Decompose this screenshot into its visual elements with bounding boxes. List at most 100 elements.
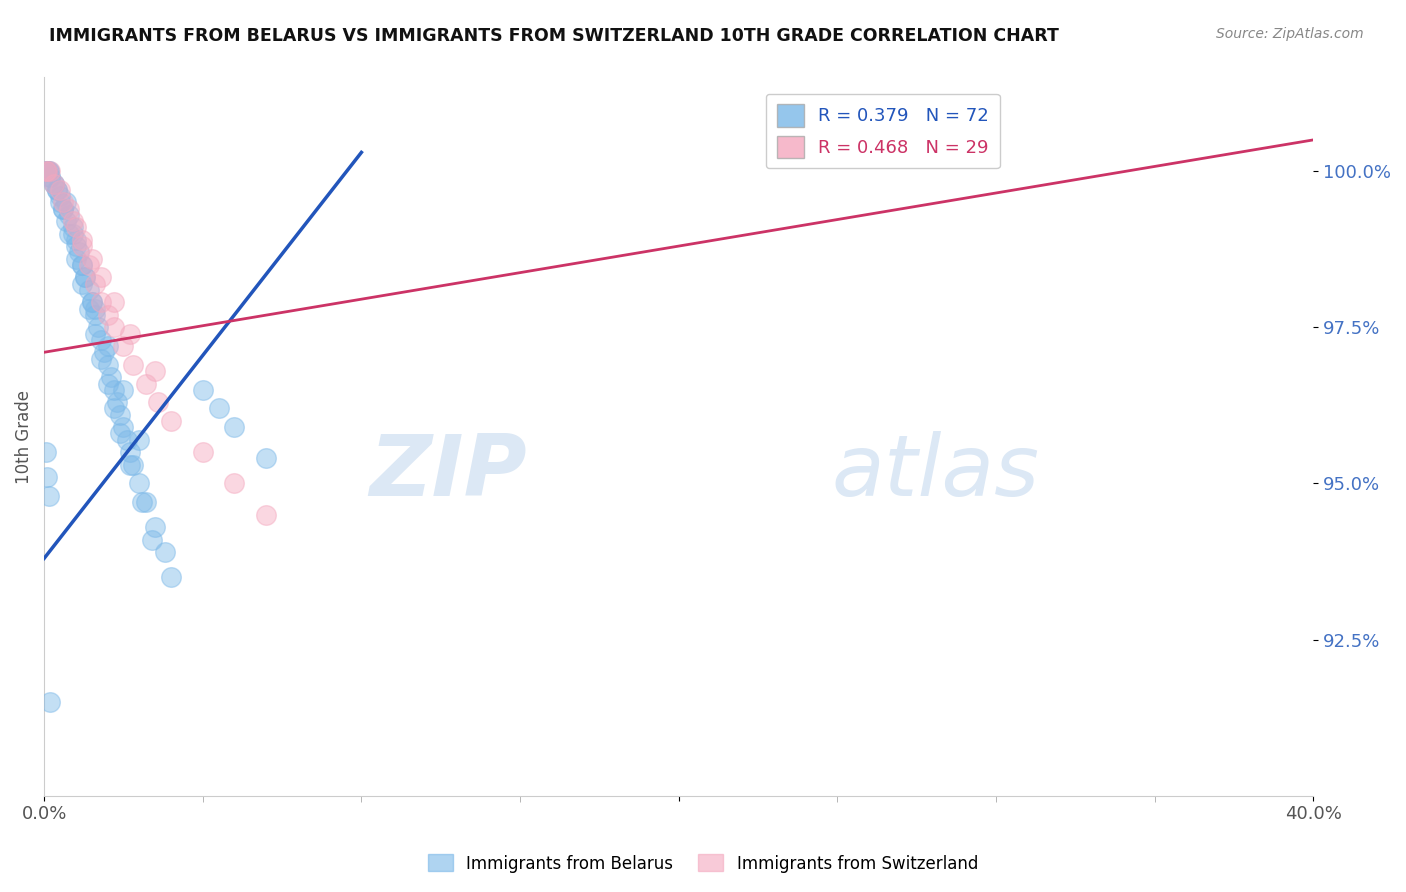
Point (65, 239, 87, 253)
Point (37, 164, 59, 178)
Point (191, 383, 214, 397)
Point (62, 220, 84, 235)
Point (49, 183, 72, 197)
Point (39, 695, 62, 709)
Point (42, 177, 65, 191)
Point (65, 252, 87, 266)
Point (135, 376, 157, 391)
Point (77, 301, 100, 316)
Point (87, 320, 110, 334)
Point (83, 301, 105, 316)
Point (122, 458, 145, 472)
Point (224, 476, 246, 491)
Point (45, 183, 67, 197)
Point (70, 258, 93, 272)
Point (110, 408, 132, 422)
Point (70, 258, 93, 272)
Point (83, 326, 105, 341)
Point (49, 189, 72, 203)
Point (49, 195, 72, 210)
Text: IMMIGRANTS FROM BELARUS VS IMMIGRANTS FROM SWITZERLAND 10TH GRADE CORRELATION CH: IMMIGRANTS FROM BELARUS VS IMMIGRANTS FR… (49, 27, 1059, 45)
Point (52, 202, 75, 216)
Point (77, 283, 100, 297)
Point (128, 476, 150, 491)
Point (97, 376, 120, 391)
Point (58, 202, 80, 216)
Y-axis label: 10th Grade: 10th Grade (15, 390, 32, 483)
Point (37, 164, 59, 178)
Point (83, 277, 105, 291)
Point (191, 445, 214, 459)
Point (58, 208, 80, 222)
Legend: R = 0.379   N = 72, R = 0.468   N = 29: R = 0.379 N = 72, R = 0.468 N = 29 (766, 94, 1000, 169)
Legend: Immigrants from Belarus, Immigrants from Switzerland: Immigrants from Belarus, Immigrants from… (422, 847, 984, 880)
Point (118, 326, 141, 341)
Point (55, 214, 77, 228)
Point (97, 358, 120, 372)
Point (224, 420, 246, 434)
Text: ZIP: ZIP (368, 431, 526, 514)
Point (75, 270, 97, 285)
Point (67, 245, 90, 260)
Point (112, 420, 135, 434)
Point (37, 164, 59, 178)
Point (39, 170, 62, 185)
Point (97, 308, 120, 322)
Point (90, 333, 112, 347)
Point (131, 495, 153, 509)
Point (58, 227, 80, 241)
Point (207, 401, 229, 416)
Point (90, 270, 112, 285)
Point (110, 426, 132, 441)
Point (103, 383, 125, 397)
Point (112, 339, 135, 353)
Point (100, 370, 122, 384)
Point (62, 227, 84, 241)
Point (45, 183, 67, 197)
Point (103, 401, 125, 416)
Point (135, 495, 157, 509)
Point (128, 433, 150, 447)
Text: atlas: atlas (831, 431, 1039, 514)
Point (35, 164, 58, 178)
Point (83, 308, 105, 322)
Point (65, 220, 87, 235)
Point (38, 164, 60, 178)
Point (254, 508, 277, 522)
Point (39, 170, 62, 185)
Point (35, 164, 58, 178)
Point (93, 345, 115, 359)
Point (97, 339, 120, 353)
Point (70, 277, 93, 291)
Point (115, 433, 138, 447)
Point (112, 383, 135, 397)
Point (118, 445, 141, 459)
Point (160, 414, 183, 428)
Point (39, 164, 62, 178)
Point (103, 320, 125, 334)
Point (52, 202, 75, 216)
Point (38, 489, 60, 503)
Point (37, 470, 59, 484)
Point (103, 295, 125, 310)
Point (38, 164, 60, 178)
Point (105, 395, 128, 409)
Point (148, 395, 170, 409)
Point (160, 570, 183, 584)
Point (80, 252, 103, 266)
Point (35, 445, 58, 459)
Point (153, 545, 176, 559)
Point (122, 358, 145, 372)
Point (62, 214, 84, 228)
Point (42, 177, 65, 191)
Point (70, 233, 93, 247)
Point (77, 258, 100, 272)
Point (75, 270, 97, 285)
Point (42, 177, 65, 191)
Point (70, 239, 93, 253)
Point (143, 520, 166, 534)
Point (80, 295, 103, 310)
Point (118, 458, 141, 472)
Point (52, 195, 75, 210)
Point (80, 295, 103, 310)
